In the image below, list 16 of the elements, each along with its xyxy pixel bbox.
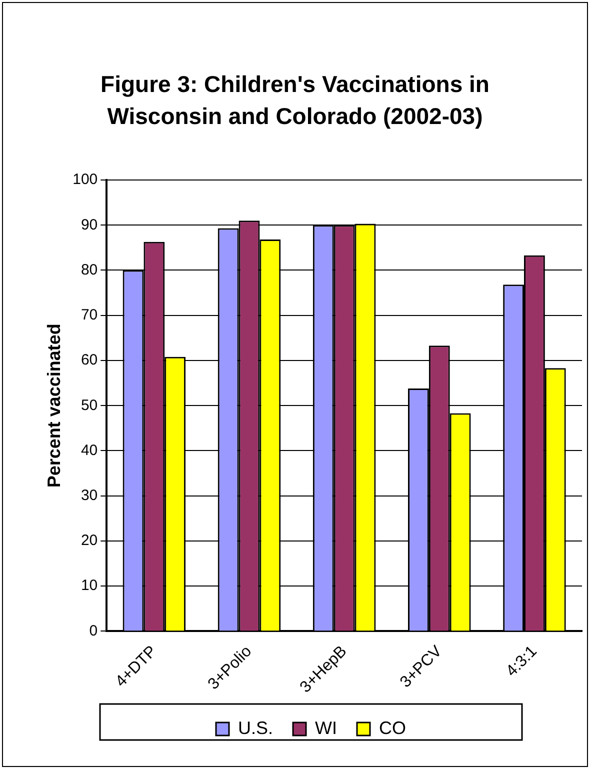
chart-title: Figure 3: Children's Vaccinations in Wisconsin and Colorado (2002-03) xyxy=(100,70,490,131)
y-axis-title: Percent vaccinated xyxy=(44,324,64,488)
y-tick-label: 60 xyxy=(80,352,98,369)
legend-label: CO xyxy=(379,718,406,738)
y-tick-label: 80 xyxy=(80,261,98,278)
legend-label: U.S. xyxy=(238,718,274,738)
y-tick-label: 90 xyxy=(80,216,98,234)
y-tick-label: 40 xyxy=(80,442,98,459)
y-tick-label: 10 xyxy=(80,577,98,594)
legend-label: WI xyxy=(315,718,338,738)
y-tick-label: 70 xyxy=(80,306,98,324)
y-tick-label: 0 xyxy=(89,622,98,640)
y-tick-label: 20 xyxy=(80,532,98,550)
y-tick-label: 100 xyxy=(72,171,98,188)
y-tick-label: 30 xyxy=(80,486,98,504)
y-tick-label: 50 xyxy=(80,396,98,414)
